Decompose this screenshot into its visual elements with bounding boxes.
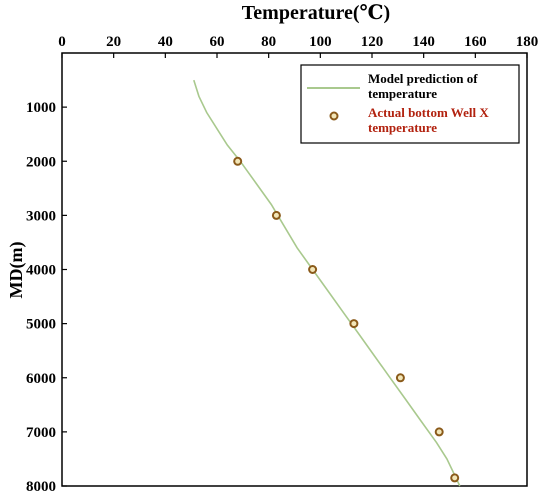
actual-temperature-point <box>450 473 460 483</box>
x-tick-label: 140 <box>412 34 435 50</box>
actual-temperature-point <box>434 427 444 437</box>
legend-box <box>300 64 520 144</box>
x-tick-label: 180 <box>516 34 539 50</box>
model-prediction-line <box>193 79 461 487</box>
y-axis-ticks: 1000 2000 3000 4000 5000 6000 7000 8000 <box>26 100 67 495</box>
x-tick-label: 120 <box>361 34 384 50</box>
y-tick-label: 3000 <box>26 208 56 224</box>
y-tick-label: 5000 <box>26 317 56 333</box>
y-axis-label: MD(m) <box>6 242 27 299</box>
y-tick-label: 4000 <box>26 263 56 279</box>
legend-line-label-cont: temperature <box>368 86 437 101</box>
x-tick-label: 100 <box>309 34 332 50</box>
y-tick-label: 1000 <box>26 100 56 116</box>
y-tick-label: 2000 <box>26 154 56 170</box>
y-tick-label: 6000 <box>26 371 56 387</box>
legend-marker-label-cont: temperature <box>368 120 437 135</box>
actual-temperature-point <box>395 373 405 383</box>
legend-marker-label: Actual bottom Well X <box>368 105 489 120</box>
x-tick-label: 0 <box>58 34 66 50</box>
y-tick-label: 8000 <box>26 479 56 495</box>
legend-line-label: Model prediction of <box>368 71 478 86</box>
x-tick-label: 60 <box>210 34 225 50</box>
plot-series <box>193 79 461 487</box>
actual-temperature-point <box>308 265 318 274</box>
legend-marker-swatch <box>329 111 339 121</box>
x-tick-label: 80 <box>261 34 276 50</box>
x-tick-label: 160 <box>464 34 487 50</box>
x-tick-label: 40 <box>158 34 173 50</box>
y-tick-label: 7000 <box>26 425 56 441</box>
x-axis-ticks: 0 20 40 60 80 100 120 140 160 180 <box>58 34 538 58</box>
actual-temperature-point <box>233 156 243 166</box>
legend: Model prediction of temperature Actual b… <box>300 64 520 144</box>
x-tick-label: 20 <box>106 34 121 50</box>
actual-temperature-point <box>349 319 359 329</box>
actual-temperature-point <box>271 210 281 220</box>
chart-title: Temperature(℃) <box>242 2 390 24</box>
